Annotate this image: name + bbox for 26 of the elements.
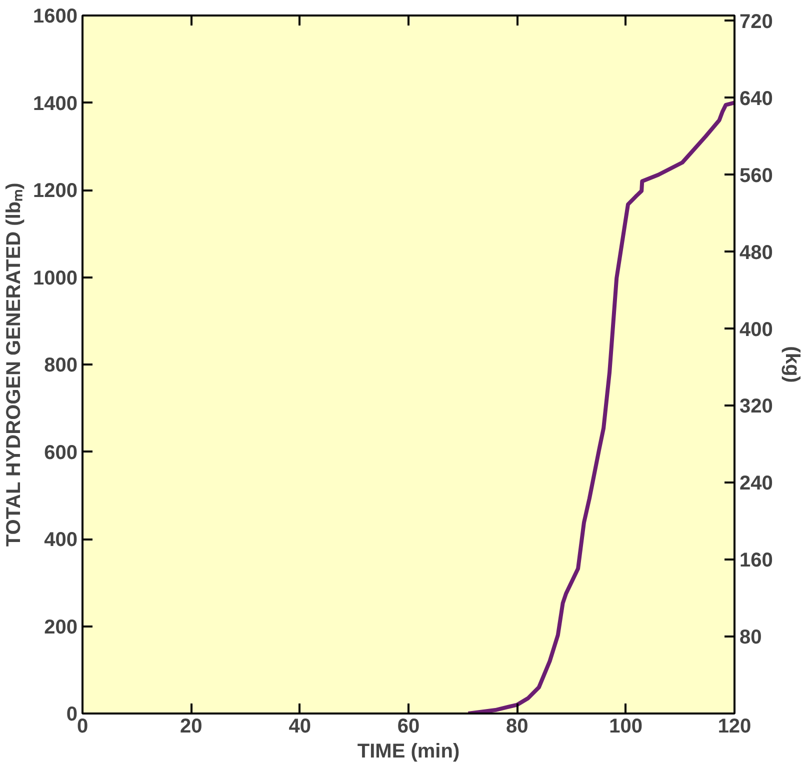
x-tick-label: 40 — [288, 716, 311, 738]
y2-tick-label: 400 — [740, 318, 773, 341]
x-tick-label: 120 — [718, 716, 752, 738]
y-tick-label: 400 — [44, 529, 78, 551]
y-axis-title: TOTAL HYDROGEN GENERATED (lbₘ) — [3, 182, 26, 547]
x-tick-label: 60 — [397, 716, 420, 738]
y-tick-label: 600 — [44, 442, 78, 464]
y-tick-label: 1200 — [33, 180, 78, 202]
y-tick-label: 200 — [44, 616, 78, 638]
y2-tick-label: 160 — [740, 550, 773, 572]
y2-tick-label: 720 — [740, 10, 773, 33]
y2-axis-title: (kg) — [780, 346, 803, 383]
y-tick-label: 800 — [44, 354, 78, 376]
y2-tick-label: 560 — [740, 164, 773, 187]
x-tick-label: 20 — [180, 716, 202, 738]
x-axis-title: TIME (min) — [357, 740, 460, 762]
y-tick-label: 1600 — [33, 6, 78, 28]
x-tick-label: 80 — [506, 716, 528, 738]
y2-tick-label: 80 — [740, 626, 762, 649]
x-tick-label: 100 — [609, 716, 643, 738]
y2-tick-label: 640 — [740, 88, 773, 110]
y2-tick-label: 320 — [740, 396, 773, 418]
y2-tick-label: 240 — [740, 472, 773, 495]
y2-tick-label: 480 — [740, 242, 773, 264]
y-tick-label: 1000 — [33, 267, 78, 290]
y-tick-label: 1400 — [33, 92, 78, 115]
